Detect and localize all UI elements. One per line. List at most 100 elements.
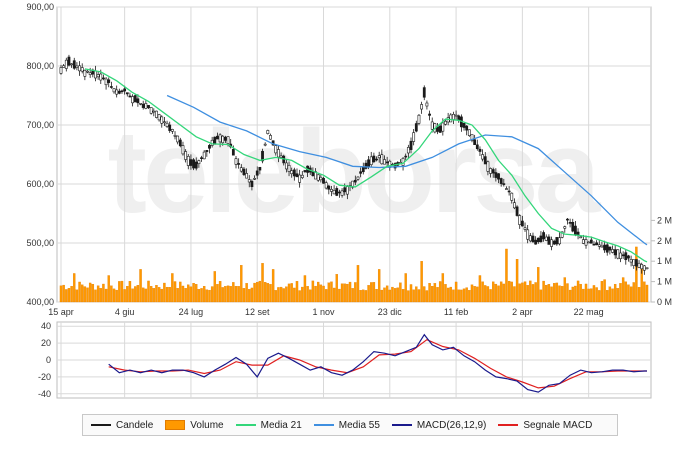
legend-label: MACD(26,12,9): [416, 419, 487, 431]
candle-body: [300, 174, 304, 178]
candle-body: [59, 67, 63, 74]
volume-bar: [282, 288, 285, 303]
candle-body: [160, 116, 164, 124]
macd-y-tick-label: 0: [46, 355, 51, 365]
x-tick-label: 2 apr: [512, 307, 533, 317]
candle-body: [494, 172, 498, 178]
volume-bar: [139, 269, 142, 303]
candle-body: [523, 227, 527, 230]
candle-body: [369, 156, 373, 165]
volume-bar: [335, 274, 338, 303]
volume-bar: [189, 286, 193, 303]
volume-bar: [118, 281, 121, 303]
volume-bar: [534, 282, 537, 303]
x-tick-label: 4 giu: [115, 307, 135, 317]
volume-bar: [444, 284, 447, 303]
candle-body: [367, 159, 370, 167]
volume-bar: [96, 285, 100, 303]
candle-body: [120, 90, 124, 93]
volume-bar: [436, 287, 439, 303]
x-tick-label: 23 dic: [378, 307, 403, 317]
volume-bar: [396, 287, 399, 303]
volume-bar: [70, 286, 73, 303]
candle-body: [128, 95, 132, 98]
volume-bar: [348, 281, 352, 303]
candle-body: [457, 115, 461, 121]
price-y-tick-label: 800,00: [26, 61, 54, 71]
volume-bar: [603, 279, 606, 303]
legend-swatch: [91, 424, 111, 426]
volume-bar: [587, 288, 590, 303]
candle-body: [603, 244, 606, 251]
volume-y-tick-label: 2 M: [657, 236, 672, 246]
candle-body: [581, 239, 585, 244]
candle-body: [338, 191, 341, 194]
volume-bar: [499, 281, 503, 303]
candle-body: [335, 188, 339, 196]
volume-bar: [545, 284, 548, 303]
candle-body: [303, 170, 307, 173]
volume-bar: [629, 286, 633, 303]
volume-bar: [606, 290, 609, 303]
price-y-tick-label: 700,00: [26, 120, 54, 130]
volume-bar: [293, 287, 296, 303]
candle-body: [502, 183, 506, 185]
candle-body: [558, 237, 561, 245]
candle-body: [141, 103, 145, 108]
candle-body: [213, 136, 217, 145]
candle-body: [131, 96, 134, 104]
candle-body: [393, 163, 397, 169]
volume-bar: [343, 283, 346, 303]
candle-body: [632, 259, 636, 266]
volume-bar: [513, 286, 516, 303]
macd-y-tick-label: -40: [38, 389, 51, 399]
candle-body: [327, 185, 331, 190]
volume-bar: [263, 282, 267, 303]
volume-bar: [433, 283, 437, 303]
volume-bar: [141, 287, 145, 303]
legend-item: Candele: [91, 420, 153, 431]
candle-body: [505, 188, 508, 190]
candle-body: [491, 169, 495, 174]
candle-body: [181, 145, 185, 155]
candle-body: [83, 69, 87, 77]
volume-bar: [78, 281, 81, 303]
volume-bar: [388, 289, 392, 303]
volume-bar: [600, 281, 604, 303]
legend-item: Segnale MACD: [498, 420, 592, 431]
volume-bar: [595, 287, 598, 303]
candle-body: [409, 140, 413, 150]
candle-body: [231, 148, 235, 156]
volume-bar: [404, 273, 407, 303]
volume-bar: [269, 284, 272, 303]
volume-bar: [391, 286, 394, 303]
candle-body: [595, 242, 599, 246]
candle-body: [542, 232, 545, 240]
volume-bar: [126, 286, 129, 303]
candle-body: [295, 173, 299, 178]
candle-body: [425, 102, 429, 107]
volume-bar: [462, 288, 466, 303]
volume-bar: [165, 286, 169, 303]
volume-bar: [635, 246, 638, 303]
candle-body: [518, 215, 522, 225]
candle-body: [109, 86, 113, 88]
volume-bar: [370, 282, 373, 303]
legend-label: Segnale MACD: [523, 419, 593, 431]
volume-bar: [75, 289, 79, 303]
candle-body: [205, 150, 209, 152]
volume-bar: [240, 265, 243, 303]
candle-body: [526, 229, 530, 240]
candle-body: [218, 134, 222, 143]
volume-bar: [377, 269, 381, 303]
volume-bar: [364, 290, 368, 303]
candle-body: [197, 160, 201, 164]
volume-bar: [62, 284, 65, 303]
volume-bar: [438, 281, 442, 303]
candle-body: [239, 167, 243, 172]
volume-bar: [497, 285, 500, 303]
volume-bar: [563, 277, 567, 303]
candle-body: [611, 249, 614, 253]
volume-bar: [290, 283, 293, 303]
